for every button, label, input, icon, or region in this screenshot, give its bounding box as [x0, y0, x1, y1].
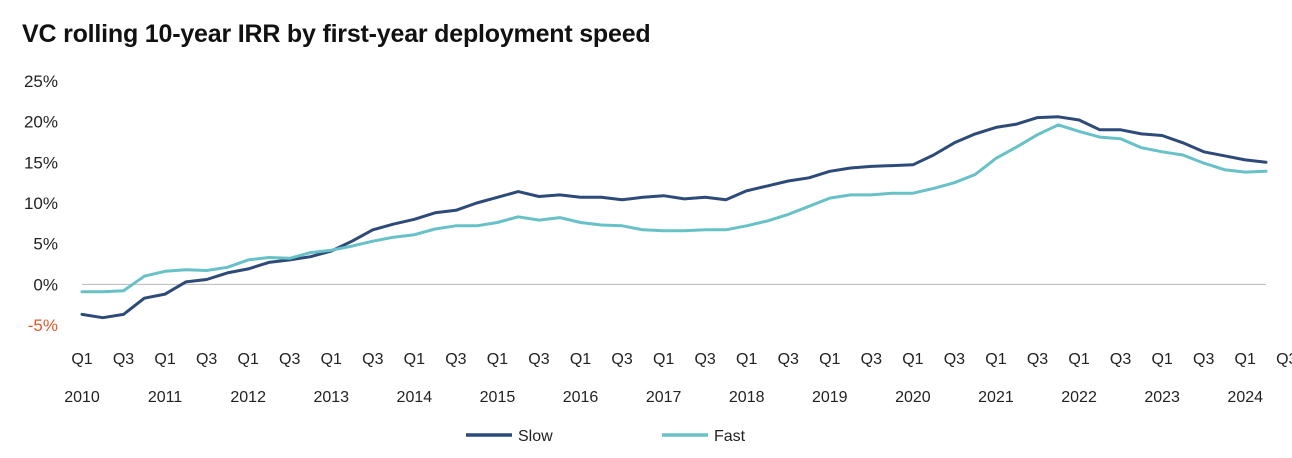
- x-tick-label: Q3: [778, 351, 799, 368]
- y-tick-label: 25%: [24, 72, 58, 91]
- x-tick-label: Q1: [1068, 351, 1089, 368]
- x-year-label: 2011: [148, 389, 183, 406]
- y-tick-label: 5%: [33, 235, 58, 254]
- x-year-label: 2010: [64, 389, 100, 406]
- x-tick-label: Q3: [445, 351, 466, 368]
- x-tick-label: Q1: [487, 351, 508, 368]
- x-year-label: 2018: [729, 389, 765, 406]
- x-tick-label: Q3: [611, 351, 632, 368]
- x-year-label: 2015: [480, 389, 516, 406]
- x-year-label: 2017: [646, 389, 682, 406]
- x-year-label: 2012: [230, 389, 266, 406]
- x-tick-label: Q3: [944, 351, 965, 368]
- x-tick-label: Q1: [902, 351, 923, 368]
- x-year-label: 2023: [1144, 389, 1180, 406]
- x-tick-label: Q1: [985, 351, 1006, 368]
- chart-title: VC rolling 10-year IRR by first-year dep…: [22, 20, 651, 48]
- x-tick-label: Q3: [861, 351, 882, 368]
- x-tick-label: Q3: [528, 351, 549, 368]
- x-tick-label: Q1: [404, 351, 425, 368]
- y-tick-label: 15%: [24, 153, 58, 172]
- x-tick-label: Q1: [570, 351, 591, 368]
- x-year-label: 2014: [397, 389, 433, 406]
- x-tick-label: Q3: [1276, 351, 1292, 368]
- x-tick-label: Q3: [1027, 351, 1048, 368]
- x-axis: Q1 Q3 Q1 Q3 Q1 Q3 Q1 Q3 Q1 Q3 Q1 Q3 Q1 Q3 Q1 Q3 Q1 Q3 Q1 Q3…: [64, 351, 1292, 406]
- x-year-label: 2021: [978, 389, 1014, 406]
- x-tick-label: Q3: [1110, 351, 1131, 368]
- x-tick-label: Q1: [1235, 351, 1256, 368]
- y-axis: 25% 20% 15% 10% 5% 0% -5%: [24, 72, 58, 335]
- x-year-label: 2024: [1227, 389, 1263, 406]
- x-tick-label: Q1: [71, 351, 92, 368]
- x-tick-label: Q1: [321, 351, 342, 368]
- y-tick-label: 20%: [24, 113, 58, 132]
- legend-label-slow: Slow: [518, 428, 553, 445]
- x-year-label: 2013: [313, 389, 349, 406]
- x-tick-label: Q3: [1193, 351, 1214, 368]
- x-year-label: 2022: [1061, 389, 1097, 406]
- x-tick-label: Q3: [279, 351, 300, 368]
- x-tick-label: Q3: [694, 351, 715, 368]
- series-line-slow: [80, 115, 1268, 320]
- y-tick-label: 10%: [24, 194, 58, 213]
- x-tick-label: Q1: [238, 351, 259, 368]
- x-tick-label: Q3: [113, 351, 134, 368]
- y-tick-label: 0%: [33, 275, 58, 294]
- x-tick-label: Q3: [362, 351, 383, 368]
- x-tick-label: Q3: [196, 351, 217, 368]
- y-tick-label: -5%: [28, 316, 58, 335]
- x-tick-label: Q1: [154, 351, 175, 368]
- x-year-label: 2019: [812, 389, 848, 406]
- x-tick-label: Q1: [1151, 351, 1172, 368]
- series-lines: [80, 115, 1268, 320]
- x-year-label: 2020: [895, 389, 931, 406]
- x-year-label: 2016: [563, 389, 599, 406]
- series-line-fast: [80, 123, 1268, 294]
- x-tick-label: Q1: [819, 351, 840, 368]
- x-tick-label: Q1: [736, 351, 757, 368]
- legend-label-fast: Fast: [714, 428, 746, 445]
- legend: Slow Fast: [466, 428, 746, 445]
- x-tick-label: Q1: [653, 351, 674, 368]
